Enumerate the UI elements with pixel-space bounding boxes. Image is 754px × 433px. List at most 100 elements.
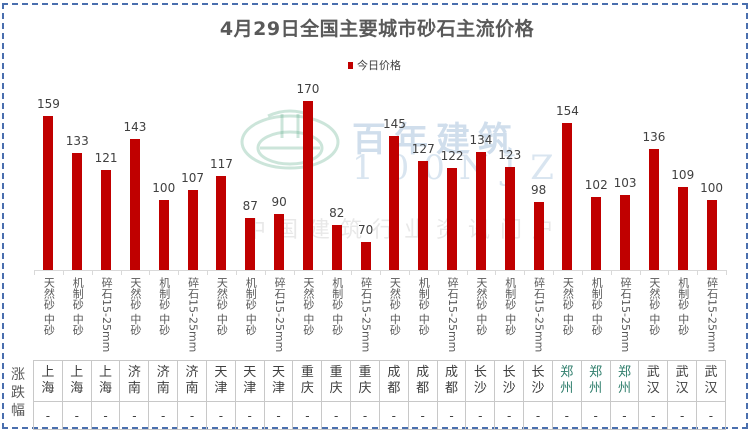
category-label: 天然砂 中砂	[301, 277, 315, 336]
bar	[533, 202, 544, 270]
city-name: 武汉	[704, 365, 718, 396]
bar	[591, 196, 602, 270]
bar-value-label: 159	[36, 97, 60, 112]
category-label: 天然砂 中砂	[647, 277, 661, 336]
x-tick	[178, 270, 180, 275]
bar	[562, 123, 573, 270]
category-label: 碎石15-25mm	[532, 277, 546, 353]
city-cell: 郑州	[580, 360, 611, 402]
change-cell: -	[90, 401, 121, 430]
x-tick	[380, 270, 381, 275]
x-tick	[639, 270, 641, 275]
category-label: 天然砂 中砂	[388, 277, 402, 336]
city-cell: 天津	[263, 360, 294, 402]
change-cell: -	[378, 401, 409, 430]
city-name: 武汉	[675, 365, 689, 396]
x-tick	[351, 270, 353, 275]
city-cell: 长沙	[523, 360, 553, 402]
x-tick	[235, 270, 237, 275]
city-name: 成都	[416, 365, 430, 396]
x-tick	[553, 270, 554, 275]
bar	[504, 167, 515, 270]
city-name: 郑州	[589, 365, 603, 396]
bar	[43, 116, 54, 270]
bar	[360, 241, 371, 270]
city-cell: 郑州	[609, 360, 640, 402]
bar-value-label: 121	[94, 150, 118, 165]
city-name: 上海	[70, 365, 84, 396]
change-cell: -	[292, 401, 323, 430]
city-name: 上海	[99, 365, 113, 396]
bar	[648, 148, 659, 270]
city-row: 上海 上海 上海 济南 济南 济南 天津 天津 天津 重庆 重庆 重庆 成都 成都 成都 长沙 长沙 长沙 郑州 郑州…	[33, 360, 726, 402]
change-table: 上海 上海 上海 济南 济南 济南 天津 天津 天津 重庆 重庆 重庆 成都 成都 成都 长沙 长沙 长沙 郑州 郑州…	[33, 360, 726, 430]
bar-value-label: 122	[440, 149, 464, 164]
city-name: 济南	[127, 365, 141, 396]
x-tick	[322, 270, 324, 275]
city-cell: 上海	[33, 360, 63, 402]
category-label: 天然砂 中砂	[215, 277, 229, 336]
change-cell: -	[407, 401, 438, 430]
bar	[216, 175, 227, 270]
category-label: 天然砂 中砂	[561, 277, 575, 336]
bar	[418, 161, 429, 270]
x-tick	[697, 270, 699, 275]
x-tick	[495, 270, 497, 275]
city-name: 武汉	[646, 365, 660, 396]
bar-value-label: 82	[329, 205, 345, 220]
bar-value-label: 109	[671, 167, 695, 182]
x-tick	[524, 270, 526, 275]
change-cell: -	[205, 401, 236, 430]
city-cell: 上海	[90, 360, 121, 402]
x-tick	[581, 270, 583, 275]
city-cell: 武汉	[638, 360, 669, 402]
bar-value-label: 102	[584, 177, 608, 192]
bar-value-label: 127	[411, 142, 435, 157]
x-tick	[408, 270, 410, 275]
city-name: 长沙	[502, 365, 516, 396]
bar-value-label: 87	[242, 198, 258, 213]
bar	[620, 195, 631, 270]
x-tick	[207, 270, 208, 275]
city-name: 长沙	[531, 365, 545, 396]
category-label: 机制砂 中砂	[676, 277, 690, 336]
bar	[274, 213, 285, 270]
category-label: 天然砂 中砂	[128, 277, 142, 336]
city-cell: 武汉	[667, 360, 698, 402]
change-cell: -	[523, 401, 553, 430]
change-cell: -	[436, 401, 467, 430]
bar	[187, 189, 198, 270]
bar-value-label: 145	[382, 117, 406, 132]
category-label: 碎石15-25mm	[186, 277, 200, 353]
city-cell: 成都	[407, 360, 438, 402]
x-tick	[466, 270, 468, 275]
city-cell: 重庆	[321, 360, 352, 402]
city-cell: 郑州	[551, 360, 582, 402]
x-axis-line	[34, 270, 726, 271]
city-cell: 济南	[177, 360, 207, 402]
city-cell: 重庆	[292, 360, 323, 402]
bar-value-label: 170	[296, 81, 320, 96]
bar-value-label: 103	[613, 176, 637, 191]
city-name: 天津	[272, 365, 286, 396]
category-label: 碎石15-25mm	[705, 277, 719, 353]
bar-value-label: 123	[498, 148, 522, 163]
city-name: 郑州	[560, 365, 574, 396]
city-cell: 天津	[234, 360, 265, 402]
change-cell: -	[321, 401, 352, 430]
category-label: 机制砂 中砂	[503, 277, 517, 336]
bar	[706, 199, 717, 270]
city-name: 重庆	[300, 365, 314, 396]
change-cell: -	[580, 401, 611, 430]
change-cell: -	[234, 401, 265, 430]
category-label: 碎石15-25mm	[273, 277, 287, 353]
city-cell: 济南	[119, 360, 150, 402]
bar	[158, 199, 169, 270]
category-label: 天然砂 中砂	[42, 277, 56, 336]
x-tick	[149, 270, 151, 275]
legend-label: 今日价格	[357, 59, 401, 72]
bar-value-label: 117	[209, 156, 233, 171]
bar	[129, 138, 140, 270]
city-name: 济南	[185, 365, 199, 396]
bar-value-label: 143	[123, 119, 147, 134]
